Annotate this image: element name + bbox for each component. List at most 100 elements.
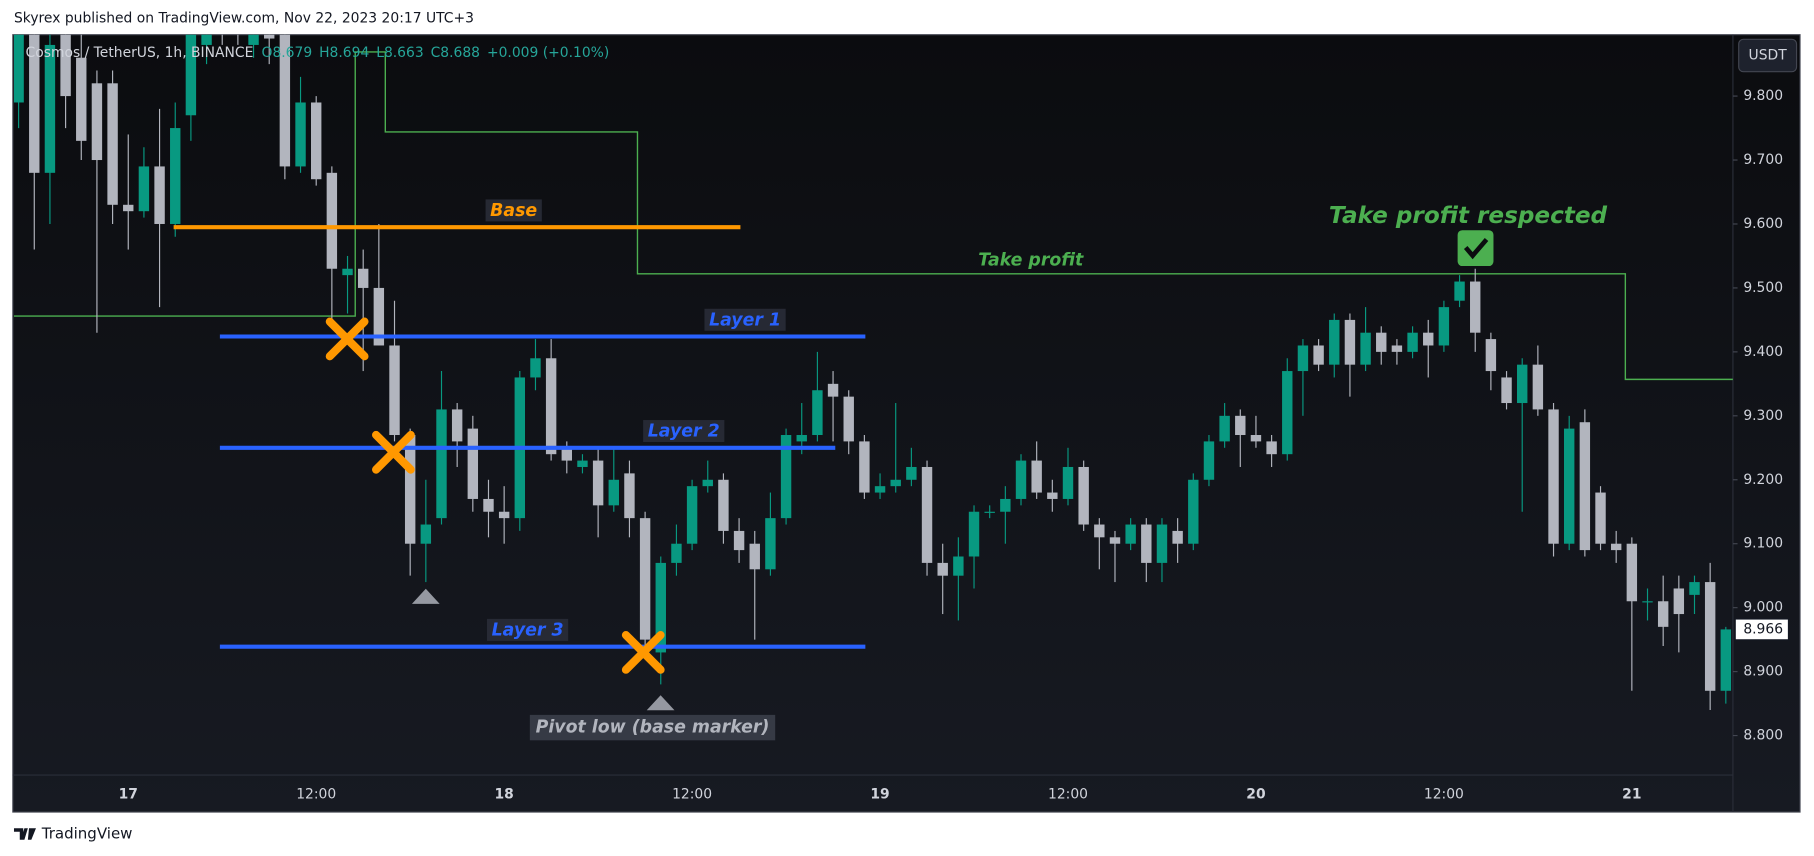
y-tick-label: 8.900: [1743, 664, 1783, 680]
candle-body: [389, 345, 400, 436]
candle-body: [561, 447, 573, 461]
candle-body: [467, 428, 479, 499]
last-price-label: 8.966: [1743, 621, 1783, 637]
candle-body: [1610, 543, 1622, 551]
candle-body: [812, 390, 823, 436]
candle-body: [1125, 524, 1136, 544]
legend-value: C8.688: [431, 45, 480, 61]
candle-body: [483, 498, 494, 512]
candle-body: [1626, 543, 1638, 602]
x-tick-label: 18: [494, 787, 513, 803]
candle-body: [342, 268, 353, 276]
candle-body: [1407, 332, 1418, 352]
candle-body: [1360, 332, 1371, 365]
candle-body: [984, 511, 995, 513]
candle-body: [968, 511, 980, 557]
y-tick-label: 9.500: [1743, 280, 1783, 296]
candle-body: [718, 479, 729, 531]
y-tick-label: 9.300: [1743, 408, 1783, 424]
candle-body: [264, 34, 275, 39]
candle-body: [1517, 364, 1528, 404]
candle-body: [436, 409, 447, 519]
candle-body: [545, 358, 557, 455]
candle-body: [749, 543, 760, 570]
candle-body: [248, 34, 259, 45]
candle-body: [107, 83, 118, 205]
y-tick-label: 9.000: [1743, 600, 1783, 616]
candle-body: [1657, 601, 1669, 627]
tv-logo: [13, 828, 36, 840]
candle-body: [1188, 479, 1199, 544]
candle-body: [60, 34, 71, 97]
chart-frame: [12, 34, 1801, 813]
candle-body: [1470, 281, 1481, 333]
candle-body: [1219, 415, 1230, 442]
annotation: Pivot low (base marker): [536, 718, 770, 738]
candle-body: [1485, 339, 1497, 372]
level-label-bg: [704, 308, 786, 331]
candle-body: [859, 441, 870, 493]
candle-body: [1266, 441, 1277, 455]
candle-body: [890, 479, 901, 487]
legend-value: O8.679: [262, 45, 313, 61]
candle-body: [310, 102, 322, 180]
candle-body: [1078, 466, 1089, 525]
candle-body: [185, 34, 197, 116]
y-tick-label: 9.100: [1743, 536, 1783, 552]
entry-cross: [621, 631, 665, 674]
candle-body: [1000, 498, 1011, 512]
header: Skyrex published on TradingView.com, Nov…: [14, 11, 474, 27]
entry-cross: [372, 430, 415, 474]
candle-body: [1595, 492, 1606, 544]
candle-body: [76, 57, 87, 141]
candle-body: [608, 479, 619, 506]
last-price-bg: [1734, 618, 1790, 641]
candle-body: [357, 268, 369, 288]
pivot-marker: [646, 695, 675, 711]
candle-body: [373, 287, 385, 346]
annotation-bg: [529, 714, 776, 741]
candle-body: [44, 44, 56, 173]
y-tick-label: 9.200: [1743, 472, 1783, 488]
candle-body: [686, 486, 698, 544]
candle-body: [1141, 524, 1152, 563]
candle-body: [530, 358, 541, 378]
candle-body: [921, 466, 933, 563]
candle-body: [1689, 582, 1700, 595]
candle-body: [1172, 530, 1183, 544]
candle-body: [404, 435, 416, 544]
x-tick-label: 12:00: [296, 787, 336, 803]
annotation: Take profit respected: [1329, 203, 1608, 229]
candle-body: [655, 562, 666, 653]
candle-body: [201, 34, 212, 45]
candle-body: [592, 460, 604, 506]
candle-body: [671, 543, 682, 563]
candle-body: [1438, 307, 1450, 346]
candle-body: [780, 435, 792, 519]
candle-body: [1156, 524, 1168, 563]
footer: TradingView: [41, 825, 133, 843]
candle-body: [295, 102, 306, 167]
candle-body: [577, 460, 588, 467]
candle-body: [170, 128, 181, 224]
candle-body: [1344, 319, 1356, 365]
candle-body: [1642, 601, 1653, 603]
candle-body: [796, 435, 807, 442]
entry-cross: [325, 317, 369, 361]
candle-body: [1297, 345, 1309, 372]
candle-body: [733, 530, 745, 551]
candle-body: [1235, 415, 1246, 436]
candle-body: [702, 479, 713, 487]
legend-value: L8.663: [376, 45, 423, 61]
candle-body: [874, 486, 886, 493]
candle-body: [1062, 466, 1074, 499]
candle-body: [765, 518, 776, 570]
candle-body: [1391, 345, 1403, 352]
currency-button[interactable]: [1738, 38, 1798, 73]
candle-body: [1203, 441, 1215, 480]
y-tick-label: 9.800: [1743, 88, 1783, 104]
candle-body: [906, 466, 917, 480]
candle-body: [498, 511, 510, 519]
candle-body: [937, 562, 948, 576]
